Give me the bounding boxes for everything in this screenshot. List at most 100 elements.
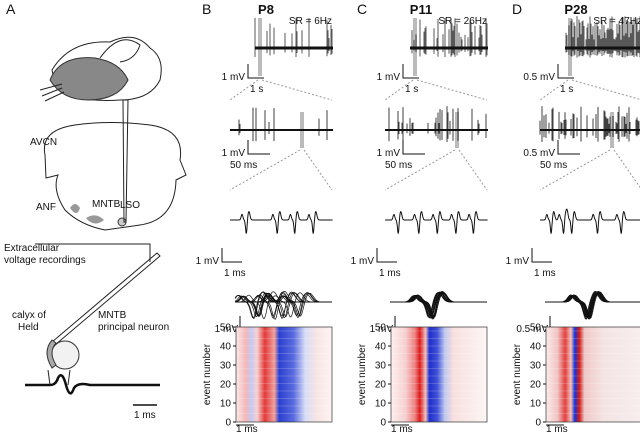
axis-label: event number bbox=[357, 343, 368, 405]
scale-bar bbox=[531, 248, 552, 263]
scale-label: 1 mV bbox=[351, 256, 375, 267]
region-label: MNTB bbox=[92, 199, 121, 210]
scale-label: 50 ms bbox=[230, 160, 257, 171]
scale-bar bbox=[247, 64, 264, 79]
arrows bbox=[47, 369, 71, 386]
tick-label: 30 bbox=[375, 361, 387, 372]
spike-trace bbox=[230, 210, 333, 234]
heatmap bbox=[235, 326, 333, 423]
whiskers bbox=[39, 83, 65, 102]
recording-label: voltage recordings bbox=[4, 255, 86, 266]
scale-label: 1 ms bbox=[546, 424, 568, 434]
scale-bar bbox=[376, 248, 397, 263]
scale-label: 1 s bbox=[405, 84, 418, 95]
nuclei bbox=[70, 204, 104, 224]
neuron-label: MNTB bbox=[98, 310, 127, 321]
scale-label: 1 s bbox=[560, 84, 573, 95]
zoom-lines bbox=[229, 149, 333, 191]
recording-wire bbox=[35, 243, 151, 262]
recording-label: Extracellular bbox=[4, 243, 60, 254]
tick-label: 10 bbox=[220, 399, 232, 410]
tick-label: 50 bbox=[530, 323, 542, 334]
age-label: P11 bbox=[410, 2, 432, 17]
panel-label: C bbox=[357, 1, 367, 17]
tick-label: 30 bbox=[530, 361, 542, 372]
zoom-lines bbox=[229, 79, 333, 101]
scale-bar bbox=[247, 140, 270, 155]
zoom-lines bbox=[539, 79, 640, 101]
tick-label: 20 bbox=[375, 380, 387, 391]
electrode-stim bbox=[122, 99, 129, 223]
scale-label: 0.5 mV bbox=[523, 148, 555, 159]
tick-label: 10 bbox=[530, 399, 542, 410]
scale-label: 1 mV bbox=[377, 148, 401, 159]
scale-label: 1 ms bbox=[379, 268, 401, 279]
region-label: AVCN bbox=[30, 137, 57, 148]
raw-trace bbox=[411, 18, 488, 57]
scale-label: 0.5 mV bbox=[516, 324, 548, 335]
overlay-trace bbox=[235, 291, 332, 319]
burst-trace bbox=[539, 106, 640, 142]
tick-label: 30 bbox=[220, 361, 232, 372]
tick-label: 0 bbox=[535, 418, 541, 429]
panel-a: A 1 ms AVCN ANF MNTB LSO Extracellular v… bbox=[4, 1, 187, 421]
panel-label: B bbox=[202, 1, 211, 17]
tick-label: 50 bbox=[220, 323, 232, 334]
scale-label: 1 mV bbox=[196, 256, 220, 267]
mouse-head bbox=[49, 57, 129, 101]
mouse-ear bbox=[99, 39, 141, 63]
scale-label: 1 ms bbox=[236, 424, 258, 434]
burst-trace bbox=[388, 106, 487, 142]
scale-label: 0.5 mV bbox=[523, 72, 555, 83]
scale-label: 50 ms bbox=[385, 160, 412, 171]
scale-label: 1 ms bbox=[134, 410, 156, 421]
scale-bar bbox=[557, 64, 574, 79]
region-label: ANF bbox=[36, 202, 56, 213]
raw-trace bbox=[565, 16, 640, 58]
axis-label: event number bbox=[202, 343, 213, 405]
scale-label: 50 ms bbox=[540, 160, 567, 171]
zoom-lines bbox=[384, 149, 488, 191]
panel-label: D bbox=[512, 1, 522, 17]
heatmap bbox=[545, 326, 640, 423]
scale-label: 1 ms bbox=[391, 424, 413, 434]
tick-label: 40 bbox=[220, 342, 232, 353]
scale-label: 1 mV bbox=[222, 72, 246, 83]
zoom-lines bbox=[539, 149, 640, 191]
scale-label: 1 mV bbox=[370, 324, 394, 335]
tick-label: 0 bbox=[225, 418, 231, 429]
calyx-trace bbox=[25, 373, 160, 395]
scale-label: 1 mV bbox=[506, 256, 530, 267]
overlay-trace bbox=[390, 293, 487, 317]
tick-label: 10 bbox=[375, 399, 387, 410]
region-label: LSO bbox=[120, 200, 140, 211]
age-label: P8 bbox=[258, 2, 274, 17]
scale-label: 1 mV bbox=[377, 72, 401, 83]
age-label: P28 bbox=[564, 2, 587, 17]
spike-trace bbox=[385, 210, 488, 234]
zoom-lines bbox=[384, 79, 488, 101]
scale-bar bbox=[221, 248, 242, 263]
scale-label: 1 s bbox=[250, 84, 263, 95]
raw-trace bbox=[254, 17, 333, 58]
scale-label: 1 ms bbox=[224, 268, 246, 279]
scale-label: 1 mV bbox=[222, 148, 246, 159]
rate-label: SR = 6Hz bbox=[289, 16, 332, 27]
spike-trace bbox=[540, 208, 640, 234]
overlay-trace bbox=[545, 293, 640, 317]
scale-bar bbox=[557, 140, 580, 155]
tick-label: 20 bbox=[220, 380, 232, 391]
calyx-label: calyx of bbox=[12, 310, 46, 321]
scale-bar bbox=[402, 64, 419, 79]
panel-label: A bbox=[6, 1, 16, 17]
rate-label: SR = 47Hz bbox=[593, 16, 640, 27]
calyx bbox=[46, 339, 57, 369]
scale-bar bbox=[402, 140, 425, 155]
neuron-label: principal neuron bbox=[98, 322, 169, 333]
tick-label: 40 bbox=[375, 342, 387, 353]
axis-label: event number bbox=[512, 343, 523, 405]
brainstem bbox=[43, 122, 187, 231]
scale-label: 1 ms bbox=[534, 268, 556, 279]
tick-label: 0 bbox=[380, 418, 386, 429]
